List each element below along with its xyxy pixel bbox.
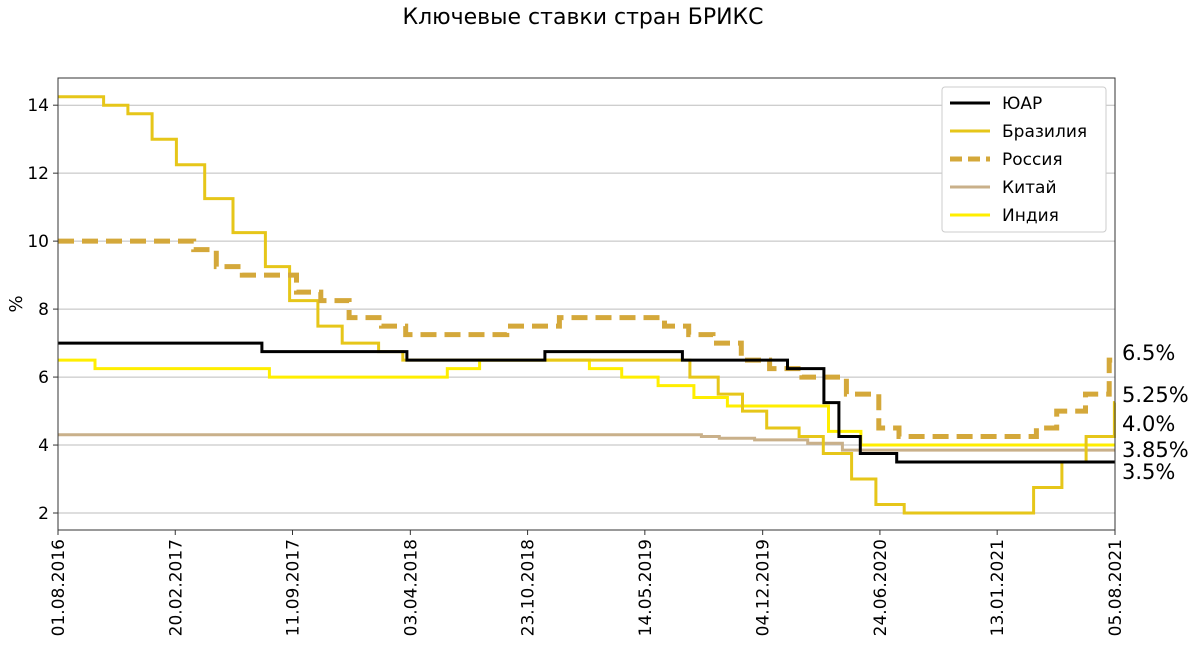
chart-title: Ключевые ставки стран БРИКС xyxy=(402,5,763,30)
grid-lines xyxy=(58,104,1115,514)
legend-label: Россия xyxy=(1002,150,1063,170)
legend-label: Китай xyxy=(1002,178,1057,198)
legend: ЮАР Бразилия Россия Китай Индия xyxy=(941,86,1107,233)
series-lines xyxy=(58,95,1116,515)
end-value-label: 3.85% xyxy=(1122,438,1189,462)
x-tick-label: 04.12.2019 xyxy=(754,539,774,636)
legend-label: Индия xyxy=(1002,206,1059,226)
end-value-label: 3.5% xyxy=(1122,460,1175,484)
y-axis-ticks: 2 4 6 8 10 12 14 xyxy=(27,96,58,524)
series-line-3 xyxy=(58,238,1115,439)
series-line-2 xyxy=(58,95,1116,515)
x-tick-label: 14.05.2019 xyxy=(636,539,656,636)
x-tick-label: 20.02.2017 xyxy=(166,539,186,636)
y-tick-label: 10 xyxy=(27,232,49,252)
plot-frame xyxy=(57,77,1116,531)
series-line-5 xyxy=(58,358,1115,447)
y-tick-label: 8 xyxy=(38,300,49,320)
y-tick-label: 12 xyxy=(27,164,49,184)
end-value-labels: 6.5% 5.25% 4.0%3.85%3.5% xyxy=(1122,341,1189,484)
x-tick-label: 05.08.2021 xyxy=(1106,539,1126,636)
x-tick-label: 24.06.2020 xyxy=(871,539,891,636)
y-tick-label: 4 xyxy=(38,436,49,456)
y-tick-label: 14 xyxy=(27,96,49,116)
series-line-4 xyxy=(58,433,1115,452)
x-tick-label: 03.04.2018 xyxy=(401,539,421,636)
legend-box xyxy=(941,86,1107,233)
x-tick-label: 11.09.2017 xyxy=(284,539,304,636)
legend-label: Бразилия xyxy=(1002,122,1087,142)
x-tick-label: 01.08.2016 xyxy=(49,539,69,636)
series-line-1 xyxy=(58,341,1115,464)
end-value-label: 4.0% xyxy=(1122,412,1175,436)
legend-label: ЮАР xyxy=(1002,94,1042,114)
x-tick-label: 13.01.2021 xyxy=(988,539,1008,636)
x-tick-label: 23.10.2018 xyxy=(519,539,539,636)
y-tick-label: 6 xyxy=(38,368,49,388)
end-value-label: 5.25% xyxy=(1122,383,1189,407)
y-axis-label: % xyxy=(6,295,27,312)
y-tick-label: 2 xyxy=(38,504,49,524)
end-value-label: 6.5% xyxy=(1122,341,1175,365)
x-axis-ticks: 01.08.2016 20.02.2017 11.09.2017 03.04.2018… xyxy=(49,530,1126,636)
